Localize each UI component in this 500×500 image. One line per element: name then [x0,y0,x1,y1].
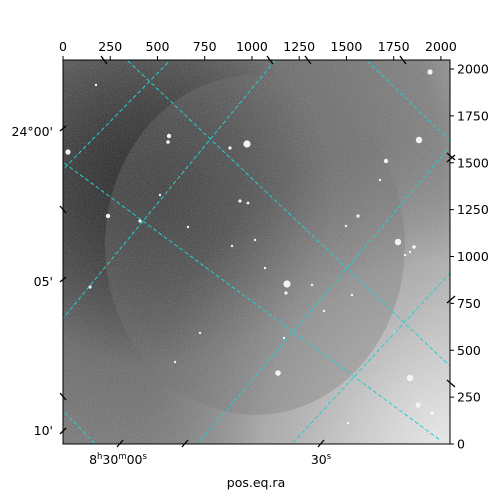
dec-tick-label-2: 10' [34,423,53,438]
plot-frame [62,59,451,445]
star-20 [350,293,354,297]
star-5 [105,213,111,219]
star-31 [427,69,433,75]
star-18 [284,291,288,295]
wcs-tick-12 [446,379,456,388]
wcs-tick-5 [59,205,67,214]
star-0 [65,149,71,155]
star-36 [186,225,190,229]
wcs-tick-3 [399,55,407,65]
right-tick-label-3: 750 [457,296,481,311]
dec-tick-label-0: 24°00' [12,124,54,139]
wcs-tick-9 [446,152,456,161]
star-7 [158,193,162,197]
star-29 [346,421,350,425]
ra-tick-label-1: 30s [311,452,332,467]
star-32 [94,83,98,87]
grid-line-2 [196,146,450,444]
star-4 [228,146,232,150]
star-9 [246,201,250,205]
wcs-tick-6 [59,276,67,283]
star-17 [283,280,291,288]
x-axis-label: pos.eq.ra [227,475,285,490]
right-tick-label-1: 250 [457,390,481,405]
top-tick-label-8: 2000 [425,39,457,54]
right-tick-label-5: 1250 [457,202,489,217]
wcs-tick-0 [100,55,108,65]
star-33 [378,178,382,182]
star-10 [356,214,360,218]
star-21 [253,238,257,242]
star-13 [415,136,423,144]
wcs-tick-4 [59,125,67,132]
star-11 [344,224,348,228]
top-tick-label-1: 250 [98,39,122,54]
star-39 [403,253,407,257]
star-24 [282,336,286,340]
star-15 [412,245,416,249]
coordinate-grid [63,60,450,444]
star-12 [383,158,389,164]
top-tick-label-3: 750 [193,39,217,54]
wcs-tick-11 [446,295,456,304]
wcs-tick-13 [116,439,124,448]
top-tick-label-4: 1000 [236,39,268,54]
star-26 [173,360,177,364]
wcs-tick-2 [304,55,312,65]
top-tick-label-0: 0 [59,39,67,54]
star-25 [275,370,281,376]
top-tick-label-2: 500 [146,39,170,54]
grid-line-0 [63,60,172,171]
wcs-tick-10 [446,154,456,163]
star-8 [238,199,242,203]
grid-line-1 [63,60,277,320]
star-22 [88,285,92,289]
grid-line-3 [291,272,450,444]
star-3 [243,140,251,148]
star-field [65,69,434,425]
star-23 [198,331,202,335]
dec-tick-label-1: 05' [34,274,53,289]
star-37 [263,266,267,270]
top-pixel-ticks: 0 250 500 750 1000 1250 1500 1750 2000 [59,39,457,60]
star-19 [310,283,314,287]
right-tick-label-8: 2000 [457,62,489,77]
top-tick-label-5: 1250 [283,39,315,54]
wcs-tick-1 [266,55,274,65]
star-16 [408,250,412,254]
top-tick-label-7: 1750 [378,39,410,54]
wcs-tick-14 [181,439,189,448]
star-38 [230,244,234,248]
star-1 [166,133,172,139]
right-tick-label-0: 0 [457,437,465,452]
right-tick-label-7: 1750 [457,108,489,123]
grid-line-5 [126,60,450,367]
star-35 [322,309,326,313]
right-pixel-ticks: 0 250 500 750 1000 1250 1500 1750 2000 [450,62,489,452]
wcs-tick-8 [59,427,67,435]
star-27 [406,374,414,382]
sky-image [63,60,450,444]
star-2 [166,140,170,144]
top-tick-label-6: 1500 [331,39,363,54]
ra-tick-label-0: 8h30m00s [89,452,147,467]
wcs-tick-15 [317,439,325,448]
star-30 [430,411,434,415]
star-6 [138,219,142,223]
right-tick-label-4: 1000 [457,249,489,264]
star-14 [394,238,402,246]
wcs-ticks [59,55,456,448]
right-tick-label-2: 500 [457,343,481,358]
right-tick-label-6: 1500 [457,155,489,170]
wcs-tick-7 [59,392,67,401]
star-28 [415,402,421,408]
